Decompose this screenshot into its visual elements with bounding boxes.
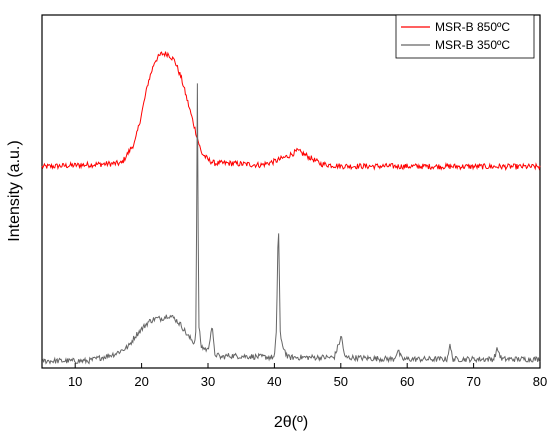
x-tick-label: 20 xyxy=(134,374,148,389)
x-tick-label: 70 xyxy=(466,374,480,389)
series-line-0 xyxy=(41,51,541,172)
series-layer xyxy=(41,51,541,365)
legend-label-850: MSR-B 850ºC xyxy=(435,20,510,34)
plot-area xyxy=(41,14,541,369)
series-line-1 xyxy=(41,83,541,365)
legend: MSR-B 850ºC MSR-B 350ºC xyxy=(395,14,535,59)
x-tick-label: 40 xyxy=(267,374,281,389)
y-axis-title: Intensity (a.u.) xyxy=(6,140,23,241)
x-tick-label: 50 xyxy=(334,374,348,389)
x-tick-label: 30 xyxy=(201,374,215,389)
legend-label-350: MSR-B 350ºC xyxy=(435,38,510,52)
x-tick-label: 60 xyxy=(400,374,414,389)
x-tick-label: 80 xyxy=(533,374,547,389)
x-axis-title: 2θ(º) xyxy=(274,414,308,431)
x-axis-ticks: 10 20 30 40 50 60 70 80 xyxy=(68,363,547,389)
legend-box xyxy=(395,14,535,59)
x-tick-label: 10 xyxy=(68,374,82,389)
